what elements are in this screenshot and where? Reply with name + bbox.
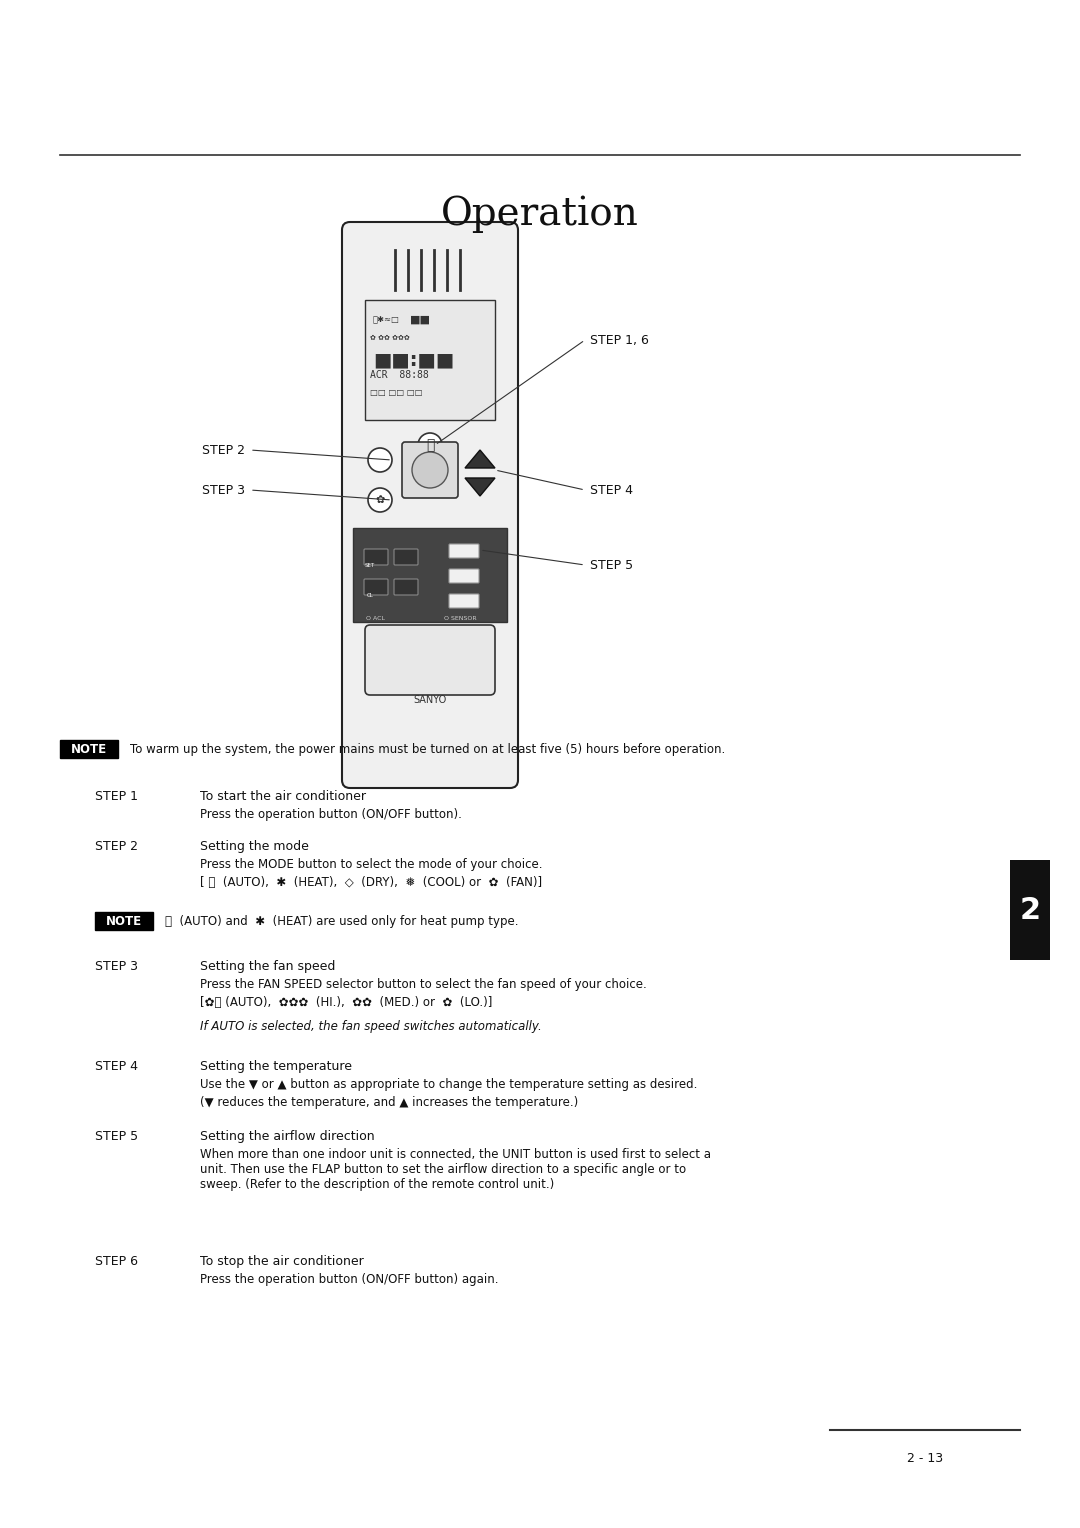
Text: (▼ reduces the temperature, and ▲ increases the temperature.): (▼ reduces the temperature, and ▲ increa…: [200, 1096, 578, 1109]
Bar: [95, 912, 153, 931]
Text: ■■:■■: ■■:■■: [373, 350, 455, 368]
Text: STEP 6: STEP 6: [95, 1254, 138, 1268]
Text: NOTE: NOTE: [71, 743, 107, 755]
Text: ⏻: ⏻: [426, 439, 434, 452]
Text: STEP 4: STEP 4: [590, 483, 633, 497]
Text: To warm up the system, the power mains must be turned on at least five (5) hours: To warm up the system, the power mains m…: [130, 743, 726, 755]
Text: SANYO: SANYO: [414, 695, 447, 704]
FancyBboxPatch shape: [353, 529, 507, 622]
Polygon shape: [465, 478, 495, 497]
Text: STEP 5: STEP 5: [95, 1131, 138, 1143]
Bar: [1010, 860, 1050, 960]
Text: ACR  88:88: ACR 88:88: [370, 370, 429, 380]
Text: STEP 1: STEP 1: [95, 790, 138, 804]
FancyBboxPatch shape: [365, 625, 495, 695]
Circle shape: [368, 487, 392, 512]
Circle shape: [411, 452, 448, 487]
Circle shape: [418, 432, 442, 457]
Text: To start the air conditioner: To start the air conditioner: [200, 790, 366, 804]
Bar: [60, 740, 118, 758]
Text: Operation: Operation: [441, 196, 639, 232]
FancyBboxPatch shape: [449, 568, 480, 584]
Text: STEP 3: STEP 3: [95, 960, 138, 973]
Text: STEP 2: STEP 2: [95, 840, 138, 853]
Text: When more than one indoor unit is connected, the UNIT button is used first to se: When more than one indoor unit is connec…: [200, 1148, 711, 1190]
Polygon shape: [465, 451, 495, 468]
Text: Press the operation button (ON/OFF button) again.: Press the operation button (ON/OFF butto…: [200, 1273, 499, 1287]
FancyBboxPatch shape: [342, 222, 518, 788]
Text: ✿: ✿: [376, 495, 384, 504]
Text: Setting the fan speed: Setting the fan speed: [200, 960, 336, 973]
Text: Press the FAN SPEED selector button to select the fan speed of your choice.: Press the FAN SPEED selector button to s…: [200, 978, 647, 992]
Text: [ Ⓐ  (AUTO),  ✱  (HEAT),  ◇  (DRY),  ❅  (COOL) or  ✿  (FAN)]: [ Ⓐ (AUTO), ✱ (HEAT), ◇ (DRY), ❅ (COOL) …: [200, 876, 542, 889]
Text: NOTE: NOTE: [106, 914, 143, 927]
Text: STEP 3: STEP 3: [202, 483, 245, 497]
FancyBboxPatch shape: [449, 544, 480, 558]
Text: Use the ▼ or ▲ button as appropriate to change the temperature setting as desire: Use the ▼ or ▲ button as appropriate to …: [200, 1077, 698, 1091]
Text: Ⓐ  (AUTO) and  ✱  (HEAT) are used only for heat pump type.: Ⓐ (AUTO) and ✱ (HEAT) are used only for …: [165, 914, 518, 927]
Text: To stop the air conditioner: To stop the air conditioner: [200, 1254, 364, 1268]
Text: ■■: ■■: [410, 315, 431, 325]
Bar: [365, 299, 495, 420]
Text: Press the MODE button to select the mode of your choice.: Press the MODE button to select the mode…: [200, 859, 542, 871]
Text: STEP 5: STEP 5: [590, 559, 633, 571]
Text: Ⓐ✱≈□: Ⓐ✱≈□: [373, 315, 400, 324]
Text: 2: 2: [1020, 895, 1040, 924]
Text: SET: SET: [365, 562, 375, 567]
Text: CL: CL: [366, 593, 374, 597]
FancyBboxPatch shape: [394, 549, 418, 565]
FancyBboxPatch shape: [364, 579, 388, 594]
Text: STEP 2: STEP 2: [202, 443, 245, 457]
Text: O ACL: O ACL: [365, 616, 384, 620]
FancyBboxPatch shape: [449, 594, 480, 608]
FancyBboxPatch shape: [394, 579, 418, 594]
Text: 2 - 13: 2 - 13: [907, 1452, 943, 1465]
Text: ✿ ✿✿ ✿✿✿: ✿ ✿✿ ✿✿✿: [370, 335, 409, 341]
Text: Setting the mode: Setting the mode: [200, 840, 309, 853]
Text: □□ □□ □□: □□ □□ □□: [370, 388, 422, 397]
Text: STEP 1, 6: STEP 1, 6: [590, 333, 649, 347]
FancyBboxPatch shape: [402, 442, 458, 498]
Text: Press the operation button (ON/OFF button).: Press the operation button (ON/OFF butto…: [200, 808, 462, 821]
Text: [✿Ⓐ (AUTO),  ✿✿✿  (HI.),  ✿✿  (MED.) or  ✿  (LO.)]: [✿Ⓐ (AUTO), ✿✿✿ (HI.), ✿✿ (MED.) or ✿ (L…: [200, 996, 492, 1008]
Text: STEP 4: STEP 4: [95, 1060, 138, 1073]
Text: Setting the temperature: Setting the temperature: [200, 1060, 352, 1073]
Circle shape: [368, 448, 392, 472]
Text: If AUTO is selected, the fan speed switches automatically.: If AUTO is selected, the fan speed switc…: [200, 1021, 542, 1033]
Text: Setting the airflow direction: Setting the airflow direction: [200, 1131, 375, 1143]
Text: O SENSOR: O SENSOR: [444, 616, 476, 620]
FancyBboxPatch shape: [364, 549, 388, 565]
